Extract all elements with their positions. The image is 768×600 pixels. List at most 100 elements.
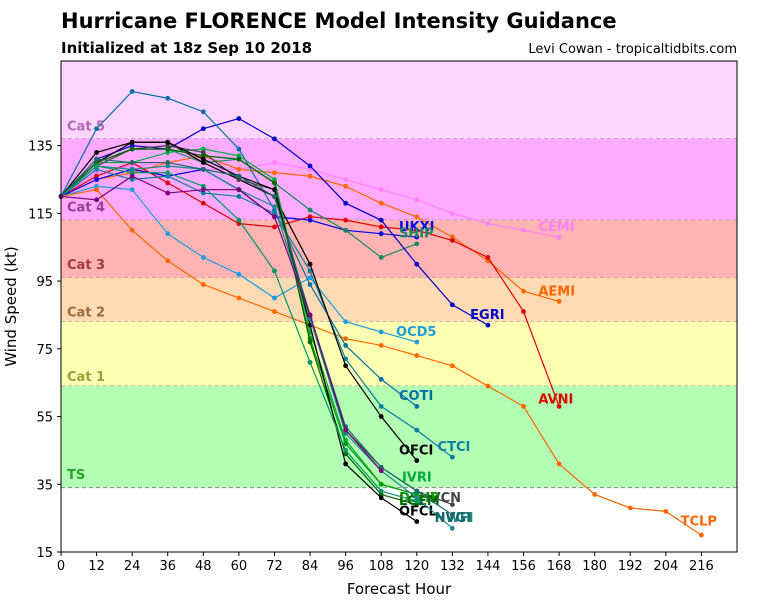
- series-label-egri: EGRI: [470, 308, 504, 323]
- x-tick-label: 72: [266, 559, 283, 574]
- series-point-coti: [236, 146, 242, 152]
- series-point-unlabeled-19: [129, 173, 135, 179]
- series-point-unlabeled-18: [343, 448, 349, 453]
- series-point-ukxi: [307, 217, 313, 223]
- series-point-coti: [307, 282, 313, 287]
- series-point-avni: [200, 200, 206, 206]
- series-point-coti: [129, 89, 135, 94]
- series-point-coti: [200, 109, 206, 115]
- series-point-ivcn: [449, 502, 455, 507]
- series-label-tclp: TCLP: [681, 515, 717, 530]
- x-tick-label: 180: [582, 559, 607, 574]
- series-point-hwfi: [272, 204, 277, 210]
- band-cat-1: [61, 321, 737, 387]
- series-point-avni: [165, 180, 171, 186]
- series-label-nvgi: NVGI: [435, 511, 471, 526]
- series-point-aemi: [556, 299, 562, 304]
- band-cat-2: [61, 277, 737, 322]
- series-point-ocd5: [307, 275, 313, 281]
- y-tick-label: 55: [36, 411, 53, 426]
- series-point-hwfi: [414, 495, 420, 501]
- series-point-avni: [449, 238, 455, 243]
- series-point-aemi: [521, 288, 526, 294]
- band-label-cat-2: Cat 2: [67, 306, 105, 321]
- y-tick-label: 95: [36, 275, 53, 290]
- series-point-egri: [272, 136, 277, 142]
- series-point-tclp: [378, 343, 384, 348]
- series-point-ocd5: [272, 295, 277, 301]
- series-point-aemi: [378, 200, 384, 206]
- series-point-nvgi: [129, 160, 135, 165]
- series-label-ofcl: OFCL: [399, 504, 437, 519]
- band-label-cat-5: Cat 5: [67, 119, 105, 134]
- series-point-cemi: [378, 187, 384, 193]
- x-tick-label: 36: [159, 559, 176, 574]
- series-point-ocd5: [200, 255, 206, 260]
- series-point-tclp: [556, 461, 562, 467]
- x-tick-label: 144: [476, 559, 501, 574]
- series-point-ivcn: [236, 177, 242, 182]
- series-point-cemi: [556, 234, 562, 240]
- series-point-ukxi: [378, 231, 384, 237]
- chart-credit: Levi Cowan - tropicaltidbits.com: [528, 42, 737, 57]
- series-point-nvgi: [165, 160, 171, 165]
- series-point-cemi: [94, 170, 99, 176]
- series-point-ofcl: [343, 461, 349, 467]
- series-point-ctci: [94, 166, 99, 172]
- series-point-dshp: [378, 481, 384, 487]
- y-tick-label: 75: [36, 343, 53, 358]
- series-point-aemi: [343, 183, 349, 189]
- series-point-unlabeled-18: [378, 488, 384, 494]
- series-point-avni: [521, 309, 526, 314]
- band-ts: [61, 386, 737, 488]
- series-point-unlabeled-18: [200, 183, 206, 189]
- series-point-ocd5: [236, 271, 242, 277]
- series-point-ctci: [129, 177, 135, 182]
- series-point-cemi: [129, 163, 135, 169]
- series-point-unlabeled-18: [129, 170, 135, 176]
- series-point-avni: [485, 255, 491, 260]
- series-point-coti: [94, 126, 99, 132]
- series-label-ctci: CTCI: [438, 440, 471, 455]
- series-label-hwfi: HWFI: [435, 511, 474, 526]
- series-point-tclp: [94, 187, 99, 193]
- series-point-coti: [165, 95, 171, 101]
- series-point-ofcl: [200, 156, 206, 162]
- series-point-aemi: [307, 173, 313, 179]
- series-point-ctci: [200, 190, 206, 196]
- band-label-ts: TS: [67, 468, 85, 483]
- x-tick-label: 84: [302, 559, 319, 574]
- y-tick-label: 35: [36, 478, 53, 493]
- series-point-tclp: [272, 309, 277, 314]
- series-point-tclp: [236, 295, 242, 301]
- series-point-unlabeled-19: [378, 468, 384, 474]
- series-point-ofci: [200, 160, 206, 165]
- series-label-aemi: AEMI: [538, 284, 575, 299]
- series-point-ofci: [414, 458, 420, 463]
- series-point-lgem: [94, 160, 99, 165]
- series-point-lgem: [129, 146, 135, 152]
- band-label-cat-4: Cat 4: [67, 201, 105, 216]
- series-label-ofci: OFCI: [399, 443, 433, 458]
- series-point-hwfi: [165, 163, 171, 169]
- series-point-nvgi: [236, 173, 242, 179]
- series-label-lgem: LGEM: [399, 494, 440, 509]
- series-point-ocd5: [165, 231, 171, 237]
- series-point-lgem: [307, 339, 313, 345]
- series-point-ship: [307, 207, 313, 213]
- series-point-tclp: [129, 227, 135, 233]
- series-point-ocd5: [94, 183, 99, 189]
- series-point-egri: [343, 200, 349, 206]
- series-label-ship: SHIP: [399, 227, 434, 242]
- series-point-ship: [414, 241, 420, 247]
- x-tick-label: 132: [440, 559, 465, 574]
- series-point-unlabeled-18: [165, 170, 171, 176]
- series-point-ocd5: [343, 319, 349, 325]
- series-point-cemi: [272, 160, 277, 165]
- series-point-ctci: [236, 194, 242, 199]
- series-point-unlabeled-18: [94, 163, 99, 169]
- series-point-avni: [378, 224, 384, 230]
- x-axis-label: Forecast Hour: [347, 580, 452, 598]
- series-point-ivri: [272, 177, 277, 182]
